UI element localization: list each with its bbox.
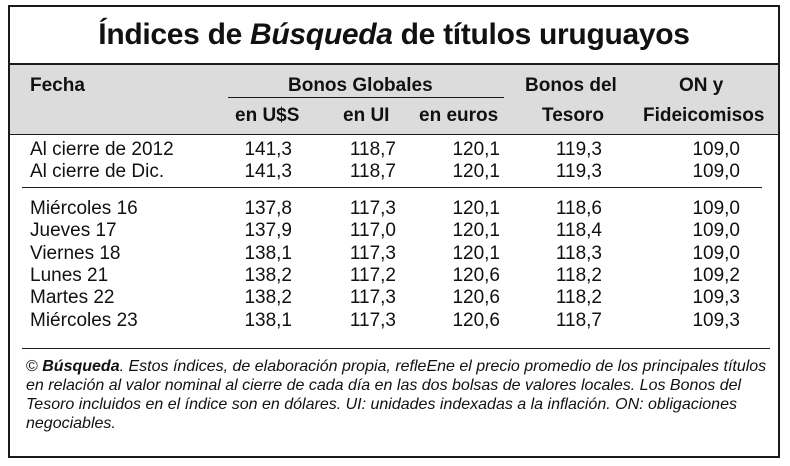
footnote-brand: Búsqueda — [42, 358, 120, 375]
cell-on: 109,0 — [692, 198, 740, 219]
cell-euros: 120,1 — [452, 161, 500, 183]
cell-usd: 137,8 — [244, 198, 292, 219]
footnote-separator — [22, 348, 770, 349]
cell-usd: 138,1 — [244, 309, 292, 331]
header-fecha: Fecha — [30, 75, 85, 96]
cell-ui: 117,3 — [349, 309, 396, 331]
header-usd: en U$S — [235, 105, 300, 126]
cell-tesoro: 118,2 — [555, 287, 602, 309]
cell-fecha: Al cierre de 2012 — [30, 139, 174, 160]
cell-tesoro: 118,4 — [555, 220, 602, 242]
cell-fecha: Al cierre de Dic. — [30, 161, 165, 183]
cell-usd: 138,2 — [244, 264, 292, 286]
table-row: Al cierre de Dic. 141,3 118,7 120,1 119,3 109… — [10, 161, 778, 184]
header-tesoro-2: Tesoro — [542, 105, 604, 126]
table-row: Al cierre de 2012 141,3 118,7 120,1 119,3 109… — [10, 139, 778, 162]
cell-ui: 117,0 — [349, 220, 396, 242]
cell-on: 109,0 — [692, 161, 740, 183]
cell-euros: 120,6 — [452, 309, 500, 331]
cell-usd: 141,3 — [244, 161, 292, 183]
cell-ui: 117,3 — [349, 242, 396, 264]
cell-fecha: Lunes 21 — [30, 264, 109, 286]
cell-euros: 120,6 — [452, 287, 500, 309]
cell-on: 109,2 — [692, 264, 740, 286]
copyright-symbol: © — [26, 358, 38, 375]
header-tesoro-1: Bonos del — [525, 75, 617, 96]
cell-fecha: Martes 22 — [30, 287, 115, 309]
cell-tesoro: 118,2 — [555, 264, 602, 286]
cell-fecha: Miércoles 16 — [30, 198, 138, 219]
header-ui: en UI — [343, 105, 390, 126]
cell-ui: 117,2 — [349, 264, 396, 286]
cell-usd: 138,1 — [244, 242, 292, 264]
footnote: © Búsqueda. Estos índices, de elaboració… — [26, 357, 776, 433]
cell-ui: 118,7 — [349, 139, 396, 160]
cell-euros: 120,1 — [452, 139, 500, 160]
cell-on: 109,3 — [692, 309, 740, 331]
header-on-1: ON y — [679, 75, 724, 96]
table-row: Viernes 18 138,1 117,3 120,1 118,3 109,0 — [10, 243, 778, 266]
cell-fecha: Jueves 17 — [30, 220, 117, 242]
cell-euros: 120,1 — [452, 242, 500, 264]
cell-ui: 118,7 — [349, 161, 396, 183]
header-on-2: Fideicomisos — [643, 105, 765, 126]
cell-tesoro: 118,3 — [555, 242, 602, 264]
cell-tesoro: 118,7 — [555, 309, 602, 331]
cell-tesoro: 118,6 — [555, 198, 602, 219]
cell-euros: 120,1 — [452, 220, 500, 242]
cell-on: 109,3 — [692, 287, 740, 309]
table-row: Martes 22 138,2 117,3 120,6 118,2 109,3 — [10, 287, 778, 310]
table-row: Miércoles 16 137,8 117,3 120,1 118,6 109,0 — [10, 198, 778, 221]
cell-usd: 137,9 — [244, 220, 292, 242]
cell-ui: 117,3 — [349, 198, 396, 219]
table-header: Fecha Bonos Globales en U$S en UI en eur… — [10, 63, 778, 135]
cell-tesoro: 119,3 — [555, 161, 602, 183]
cell-euros: 120,1 — [452, 198, 500, 219]
cell-on: 109,0 — [692, 220, 740, 242]
table-row: Jueves 17 137,9 117,0 120,1 118,4 109,0 — [10, 220, 778, 243]
table-row: Miércoles 23 138,1 117,3 120,6 118,7 109,3 — [10, 310, 778, 333]
cell-usd: 138,2 — [244, 287, 292, 309]
page-title: Índices de Búsqueda de títulos uruguayos — [10, 7, 778, 63]
cell-fecha: Miércoles 23 — [30, 309, 138, 331]
title-part-1: Índices de — [98, 18, 243, 51]
cell-usd: 141,3 — [244, 139, 292, 160]
table-row: Lunes 21 138,2 117,2 120,6 118,2 109,2 — [10, 265, 778, 288]
cell-euros: 120,6 — [452, 264, 500, 286]
header-euros: en euros — [419, 105, 499, 126]
cell-on: 109,0 — [692, 139, 740, 160]
header-bonos-globales: Bonos Globales — [288, 75, 433, 96]
table-frame: Índices de Búsqueda de títulos uruguayos… — [8, 5, 780, 458]
cell-tesoro: 119,3 — [555, 139, 602, 160]
cell-fecha: Viernes 18 — [30, 242, 121, 264]
cell-ui: 117,3 — [349, 287, 396, 309]
cell-on: 109,0 — [692, 242, 740, 264]
title-part-3: de títulos uruguayos — [400, 18, 690, 51]
title-brand: Búsqueda — [250, 18, 393, 51]
footnote-text: . Estos índices, de elaboración propia, … — [26, 358, 767, 432]
row-separator — [22, 187, 762, 188]
header-divider — [228, 97, 504, 98]
